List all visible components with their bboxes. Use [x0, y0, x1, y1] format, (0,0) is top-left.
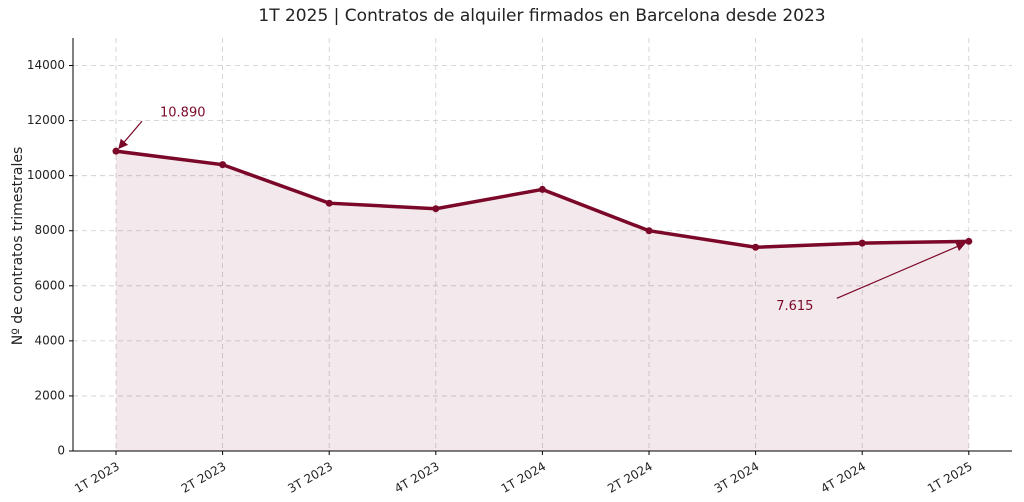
x-tick-label: 3T 2024 — [712, 459, 762, 496]
x-tick-label: 1T 2024 — [499, 459, 549, 496]
x-tick-label: 1T 2025 — [925, 459, 975, 496]
point — [432, 205, 440, 213]
point — [752, 243, 760, 251]
annotation: 7.615 — [776, 299, 813, 314]
y-tick-label: 12000 — [27, 113, 65, 127]
area — [116, 151, 969, 452]
annotation: 10.890 — [160, 106, 206, 121]
chart-title: 1T 2025 | Contratos de alquiler firmados… — [258, 6, 825, 26]
annotation-arrow — [118, 120, 143, 150]
point — [858, 239, 866, 247]
point — [538, 185, 546, 193]
y-tick-label: 0 — [57, 444, 65, 458]
point — [219, 161, 227, 169]
point — [645, 227, 653, 235]
point — [325, 199, 333, 207]
y-tick-label: 14000 — [27, 58, 65, 72]
y-tick-label: 2000 — [34, 388, 65, 402]
x-tick-label: 2T 2023 — [179, 459, 229, 496]
point — [112, 147, 120, 155]
point — [965, 237, 973, 245]
y-tick-label: 4000 — [34, 333, 65, 347]
x-tick-label: 3T 2023 — [285, 459, 335, 496]
y-tick-label: 10000 — [27, 168, 65, 182]
y-tick-label: 6000 — [34, 278, 65, 292]
x-tick-label: 1T 2023 — [72, 459, 122, 496]
x-tick-label: 4T 2023 — [392, 459, 442, 496]
x-tick-label: 4T 2024 — [818, 459, 868, 496]
y-axis-label: Nº de contratos trimestrales — [10, 147, 26, 346]
x-tick-label: 2T 2024 — [605, 459, 655, 496]
y-tick-label: 8000 — [34, 223, 65, 237]
annotation-arrow — [836, 242, 966, 299]
